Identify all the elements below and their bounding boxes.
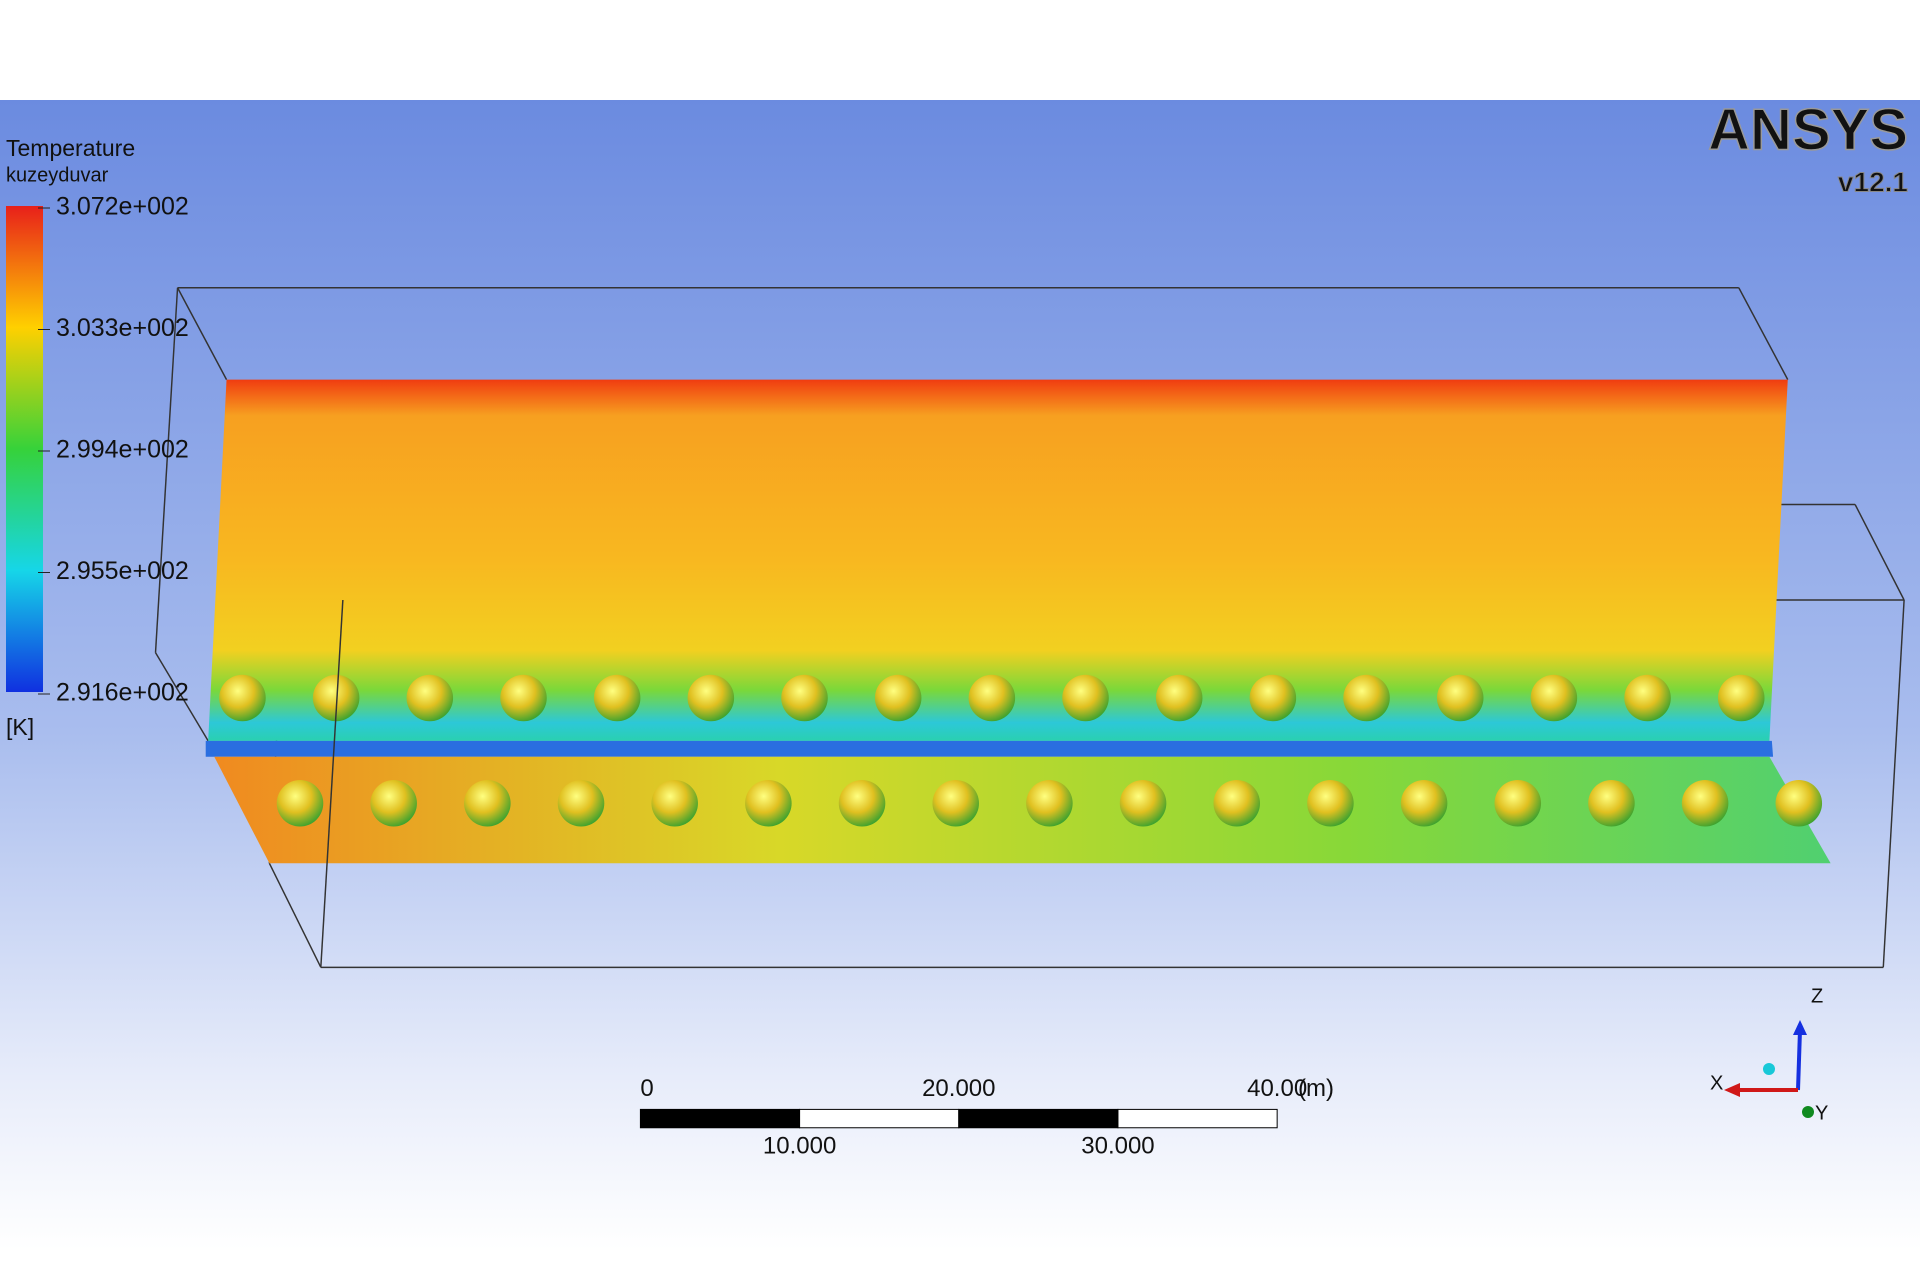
color-bar <box>6 206 43 692</box>
legend-subtitle: kuzeyduvar <box>6 164 109 186</box>
z-label: Z <box>1811 985 1823 1007</box>
sphere <box>1213 780 1261 827</box>
sphere <box>687 674 735 722</box>
sphere <box>1119 780 1167 827</box>
sphere <box>745 780 792 827</box>
sphere <box>1588 780 1635 827</box>
sphere <box>370 780 417 827</box>
scale-label: 10.000 <box>763 1133 836 1160</box>
logo: ANSYS <box>1708 97 1908 162</box>
sphere <box>1494 780 1542 827</box>
scale-unit: (m) <box>1298 1075 1334 1102</box>
sphere <box>1400 780 1448 827</box>
north-wall-contour <box>208 379 1788 741</box>
z-axis <box>1796 1029 1802 1091</box>
legend-label: 2.916e+002 <box>56 679 189 707</box>
sphere <box>464 780 511 827</box>
sphere <box>1681 780 1729 827</box>
scale-label: 0 <box>640 1075 653 1102</box>
x-arrow <box>1724 1083 1740 1097</box>
x-label: X <box>1710 1072 1723 1094</box>
floor-edge <box>205 740 1774 757</box>
sphere <box>968 674 1016 722</box>
sphere <box>1155 674 1203 722</box>
scale-bar: 0 20.000 40.00(m) 10.000 30.000 <box>639 1075 1334 1160</box>
sphere <box>1717 674 1765 722</box>
sphere <box>593 674 641 722</box>
sphere <box>406 674 454 722</box>
sphere <box>312 674 360 722</box>
sphere <box>781 674 828 722</box>
sphere <box>219 674 266 722</box>
sphere <box>838 780 886 827</box>
sphere <box>1026 780 1073 827</box>
sphere <box>1624 674 1671 722</box>
scene <box>154 287 1905 969</box>
scale-segment <box>958 1108 1119 1129</box>
scale-label: 20.000 <box>922 1075 995 1102</box>
scale-label: 30.000 <box>1081 1133 1154 1160</box>
y-label: Y <box>1815 1102 1828 1124</box>
sphere <box>557 780 605 827</box>
legend-label: 3.033e+002 <box>56 314 189 342</box>
sphere <box>1307 780 1354 827</box>
legend-labels: 3.072e+002 3.033e+002 2.994e+002 2.955e+002… <box>38 193 189 707</box>
z-arrow <box>1793 1020 1807 1035</box>
sphere <box>1775 780 1823 827</box>
scale-segment <box>799 1108 960 1129</box>
sphere <box>874 674 922 722</box>
legend-label: 2.955e+002 <box>56 557 189 585</box>
triad-origin <box>1763 1063 1775 1075</box>
version: v12.1 <box>1838 166 1908 197</box>
legend-title: Temperature <box>6 135 135 161</box>
spheres <box>219 674 1823 827</box>
y-axis <box>1802 1106 1814 1118</box>
sphere <box>1249 674 1297 722</box>
sphere <box>1343 674 1390 722</box>
sphere <box>651 780 698 827</box>
legend-unit: [K] <box>6 714 34 740</box>
scale-segment <box>639 1108 801 1129</box>
legend-label: 2.994e+002 <box>56 436 189 464</box>
scale-label: 40.00 <box>1247 1075 1307 1102</box>
sphere <box>1062 674 1109 722</box>
sphere <box>1436 674 1484 722</box>
sphere <box>500 674 547 722</box>
sphere <box>276 780 324 827</box>
sphere <box>1530 674 1578 722</box>
domain-box-front <box>320 599 344 968</box>
sphere <box>932 780 979 827</box>
axis-triad: Z X Y <box>1710 985 1828 1124</box>
floor-contour <box>214 756 1831 864</box>
scale-segment <box>1117 1108 1278 1129</box>
legend-label: 3.072e+002 <box>56 193 189 221</box>
